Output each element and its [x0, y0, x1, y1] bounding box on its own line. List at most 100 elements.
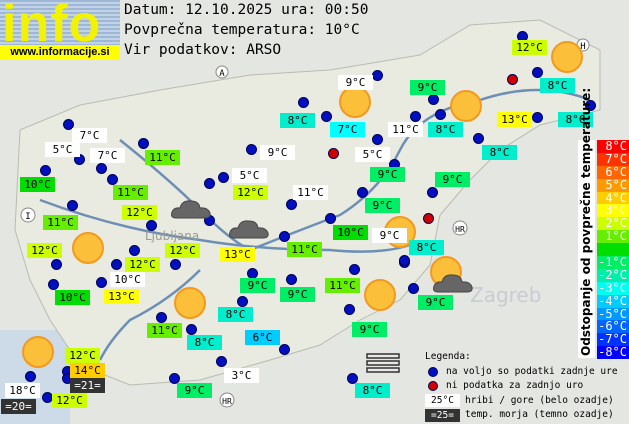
scale-row: 2°C	[597, 217, 629, 231]
station-dot	[96, 277, 107, 288]
blue-dot-icon	[428, 366, 438, 377]
scale-row: -5°C	[597, 306, 629, 321]
temperature-label: 8°C	[280, 113, 315, 128]
scale-row: 7°C	[597, 152, 629, 166]
station-dot	[344, 304, 355, 315]
station-dot	[96, 163, 107, 174]
temperature-label: 12°C	[122, 205, 157, 220]
sun-icon	[551, 41, 583, 73]
station-dot	[40, 165, 51, 176]
temperature-label: 5°C	[232, 168, 267, 183]
scale-row: 1°C	[597, 230, 629, 244]
temperature-label: 7°C	[72, 128, 107, 143]
sun-icon	[22, 336, 54, 368]
station-dot	[347, 373, 358, 384]
deviation-scale: 8°C 7°C 6°C 5°C 4°C 3°C 2°C 1°C -1°C -2°C -3°C -4°C…	[597, 140, 629, 360]
temperature-label: 13°C	[104, 289, 139, 304]
temperature-label: 10°C	[110, 272, 145, 287]
temperature-label: 11°C	[388, 122, 423, 137]
cloud-icon	[170, 198, 212, 224]
scale-row: -6°C	[597, 319, 629, 334]
station-dot	[279, 344, 290, 355]
station-dot	[237, 296, 248, 307]
temperature-label: 12°C	[233, 185, 268, 200]
average-temperature: Povprečna temperatura: 10°C	[124, 22, 360, 38]
temperature-label: 5°C	[45, 142, 80, 157]
legend-dark: temp. morja (temno ozadje)	[465, 409, 614, 420]
legend: Legenda: na voljo so podatki zadnje ure …	[425, 350, 625, 423]
river	[39, 198, 411, 253]
temperature-label: 10°C	[333, 225, 368, 240]
station-dot	[410, 111, 421, 122]
station-dot	[585, 100, 596, 111]
temperature-label: 9°C	[372, 228, 407, 243]
temperature-label: 9°C	[418, 295, 453, 310]
red-dot-icon	[428, 381, 438, 392]
country-badge-hr-2	[219, 392, 235, 408]
country-hr-label: HR	[455, 225, 465, 234]
station-dot	[435, 109, 446, 120]
temperature-label: 8°C	[409, 240, 444, 255]
station-dot	[138, 138, 149, 149]
legend-blue: na voljo so podatki zadnje ure	[446, 365, 618, 377]
temperature-label: 9°C	[260, 145, 295, 160]
sun-icon	[450, 90, 482, 122]
scale-title: Odstopanje od povprečne temperature:	[578, 87, 595, 358]
station-dot	[532, 112, 543, 123]
temperature-label: 9°C	[240, 278, 275, 293]
legend-title: Legenda:	[425, 351, 471, 362]
river	[98, 269, 201, 361]
temperature-label: 8°C	[482, 145, 517, 160]
station-dot	[67, 200, 78, 211]
temperature-label: 8°C	[218, 307, 253, 322]
temperature-label: 8°C	[355, 383, 390, 398]
sun-icon	[339, 86, 371, 118]
temperature-label: 9°C	[280, 287, 315, 302]
scale-row: -3°C	[597, 280, 629, 295]
temperature-label: 7°C	[330, 122, 365, 137]
country-badge-a	[215, 65, 229, 79]
temperature-label: 9°C	[177, 383, 212, 398]
station-dot	[427, 187, 438, 198]
station-dot	[372, 134, 383, 145]
scale-row: -1°C	[597, 255, 629, 270]
temperature-label: 9°C	[370, 167, 405, 182]
data-source: Vir podatkov: ARSO	[124, 42, 282, 58]
country-a-label: A	[219, 69, 225, 79]
temperature-label: 8°C	[187, 335, 222, 350]
temperature-label: 9°C	[338, 75, 373, 90]
sun-icon	[174, 287, 206, 319]
temperature-label: 9°C	[435, 172, 470, 187]
station-dot	[408, 283, 419, 294]
station-dot	[428, 94, 439, 105]
city-ljubljana: Ljubljana	[145, 229, 199, 243]
station-dot	[63, 119, 74, 130]
temperature-label: 12°C	[512, 40, 547, 55]
station-dot	[51, 259, 62, 270]
legend-red: ni podatka za zadnjo uro	[446, 380, 584, 391]
scale-row: 4°C	[597, 191, 629, 205]
temperature-label: 6°C	[245, 330, 280, 345]
temperature-label: 12°C	[125, 257, 160, 272]
scale-row: -2°C	[597, 267, 629, 282]
temperature-label: 9°C	[352, 322, 387, 337]
temperature-label: 11°C	[113, 185, 148, 200]
station-dot	[321, 111, 332, 122]
fog-icon	[366, 353, 400, 373]
logo[interactable]: info www.informacije.si	[0, 0, 120, 60]
country-badge-hr	[452, 220, 468, 236]
station-dot	[218, 172, 229, 183]
country-h-label: H	[580, 42, 585, 52]
temperature-label: 12°C	[165, 243, 200, 258]
country-badge-i	[20, 207, 36, 223]
station-dot	[25, 371, 36, 382]
station-dot	[246, 144, 257, 155]
station-dot	[286, 199, 297, 210]
temperature-label: 10°C	[20, 177, 55, 192]
temperature-label: 12°C	[65, 348, 100, 363]
temperature-label: 8°C	[540, 78, 575, 93]
station-dot-no-data	[328, 148, 339, 159]
temperature-label: 11°C	[287, 242, 322, 257]
station-dot	[204, 178, 215, 189]
station-dot	[279, 231, 290, 242]
